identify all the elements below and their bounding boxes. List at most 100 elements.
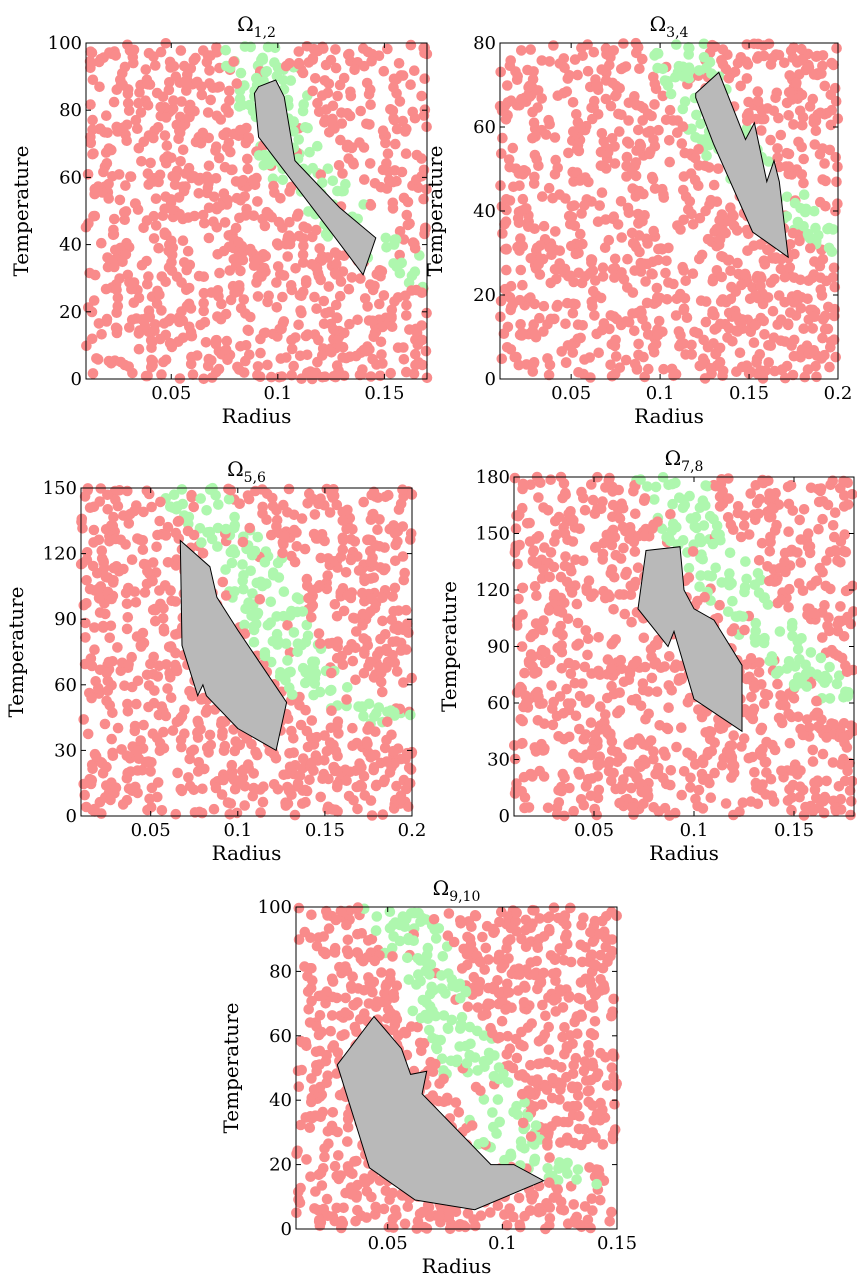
point-red	[132, 745, 143, 757]
point-red	[597, 548, 609, 560]
point-red	[308, 43, 320, 55]
point-red	[709, 767, 720, 779]
point-red	[317, 371, 328, 383]
y-tick-label: 30	[487, 750, 510, 771]
point-red	[104, 700, 116, 711]
point-red	[342, 590, 354, 601]
point-red	[389, 623, 400, 634]
point-red	[750, 113, 762, 125]
point-red	[609, 368, 621, 380]
point-red	[333, 160, 345, 171]
point-red	[80, 617, 91, 629]
point-red	[724, 740, 736, 752]
point-red	[754, 657, 765, 668]
point-red	[349, 536, 361, 547]
point-red	[93, 583, 104, 594]
point-green	[428, 984, 439, 996]
point-green	[470, 1081, 482, 1093]
point-red	[762, 561, 773, 572]
point-green	[796, 633, 807, 644]
point-red	[398, 342, 409, 353]
point-red	[297, 67, 309, 79]
point-red	[386, 311, 397, 322]
point-red	[648, 225, 659, 237]
point-red	[822, 323, 834, 335]
point-red	[340, 352, 352, 364]
point-red	[316, 255, 328, 266]
point-red	[725, 265, 736, 277]
point-red	[723, 72, 735, 84]
point-red	[717, 370, 728, 382]
point-red	[824, 144, 836, 156]
point-red	[585, 1222, 596, 1234]
point-red	[347, 655, 359, 667]
point-red	[220, 344, 232, 356]
point-red	[767, 305, 779, 317]
point-red	[248, 768, 259, 779]
point-red	[619, 608, 631, 620]
point-red	[589, 915, 601, 927]
point-red	[559, 62, 570, 74]
point-red	[313, 106, 325, 118]
point-red	[93, 592, 105, 604]
point-red	[841, 666, 853, 678]
points-1	[80, 38, 433, 385]
point-red	[293, 319, 304, 331]
point-green	[774, 626, 786, 637]
point-green	[687, 546, 699, 557]
point-red	[86, 306, 98, 318]
point-red	[503, 154, 515, 165]
point-red	[597, 262, 609, 274]
point-red	[616, 63, 627, 75]
point-red	[155, 101, 166, 113]
point-red	[338, 605, 350, 617]
point-red	[188, 529, 200, 541]
point-red	[554, 984, 566, 995]
point-red	[528, 357, 540, 368]
point-red	[602, 654, 614, 665]
point-red	[616, 109, 627, 121]
point-green	[272, 557, 284, 569]
point-green	[512, 1109, 523, 1120]
point-red	[353, 565, 365, 576]
point-red	[197, 127, 209, 139]
point-red	[359, 293, 371, 304]
point-red	[517, 193, 529, 205]
point-red	[283, 483, 295, 495]
point-red	[501, 342, 513, 353]
point-red	[300, 275, 312, 286]
point-red	[577, 50, 588, 61]
point-red	[538, 220, 550, 232]
point-red	[586, 479, 597, 490]
point-red	[365, 371, 377, 382]
point-red	[215, 313, 227, 325]
point-red	[820, 580, 832, 592]
point-red	[745, 796, 757, 807]
point-green	[695, 570, 706, 581]
point-red	[107, 520, 119, 532]
point-red	[784, 262, 796, 273]
point-green	[403, 974, 415, 985]
point-red	[306, 259, 318, 270]
point-red	[453, 1107, 465, 1118]
point-red	[234, 498, 245, 510]
point-red	[191, 76, 203, 88]
point-red	[312, 97, 323, 109]
point-green	[239, 619, 250, 631]
point-red	[393, 58, 405, 69]
point-red	[839, 490, 850, 501]
point-red	[515, 264, 527, 276]
point-red	[101, 158, 113, 169]
point-red	[796, 169, 808, 180]
point-red	[335, 134, 346, 146]
point-red	[838, 501, 850, 512]
point-red	[716, 759, 728, 771]
point-red	[820, 200, 831, 212]
point-red	[573, 992, 584, 1004]
point-red	[146, 501, 157, 513]
point-red	[762, 244, 773, 256]
point-red	[756, 125, 767, 136]
point-red	[133, 97, 144, 109]
point-red	[477, 931, 488, 943]
point-red	[89, 803, 100, 815]
